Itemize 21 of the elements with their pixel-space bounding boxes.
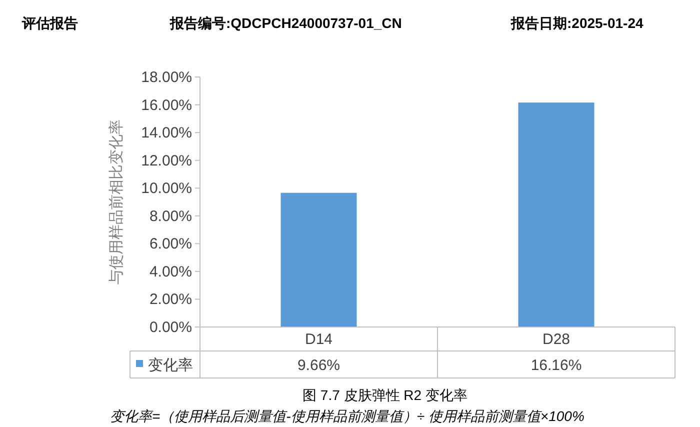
text: 图 7.7 皮肤弹性 R2 变化率 <box>302 387 468 403</box>
text: 变化率=（使用样品后测量值-使用样品前测量值）÷ 使用样品前测量值×100% <box>110 408 584 424</box>
data-label: 16.16% <box>530 357 582 374</box>
y-tick-label: 4.00% <box>149 263 192 280</box>
text: 报告编号:QDCPCH24000737-01_CN <box>169 15 402 31</box>
y-tick-label: 0.00% <box>149 319 192 336</box>
y-tick-label: 8.00% <box>149 208 192 225</box>
y-tick-label: 12.00% <box>141 152 192 170</box>
legend-label: 变化率 <box>148 357 193 374</box>
x-tick-label: D14 <box>304 331 333 348</box>
y-tick-label: 16.00% <box>141 96 192 114</box>
y-axis-title: 与使用样品前相比变化率 <box>108 120 125 284</box>
y-tick-label: 18.00% <box>141 69 192 86</box>
y-tick-label: 10.00% <box>141 180 192 198</box>
y-tick-label: 2.00% <box>149 291 192 308</box>
data-label: 9.66% <box>297 357 340 374</box>
text: 报告日期:2025-01-24 <box>510 15 644 31</box>
text: 评估报告 <box>21 15 78 31</box>
y-tick-label: 14.00% <box>141 124 192 142</box>
x-tick-label: D28 <box>542 331 570 348</box>
y-tick-label: 6.00% <box>149 236 192 253</box>
